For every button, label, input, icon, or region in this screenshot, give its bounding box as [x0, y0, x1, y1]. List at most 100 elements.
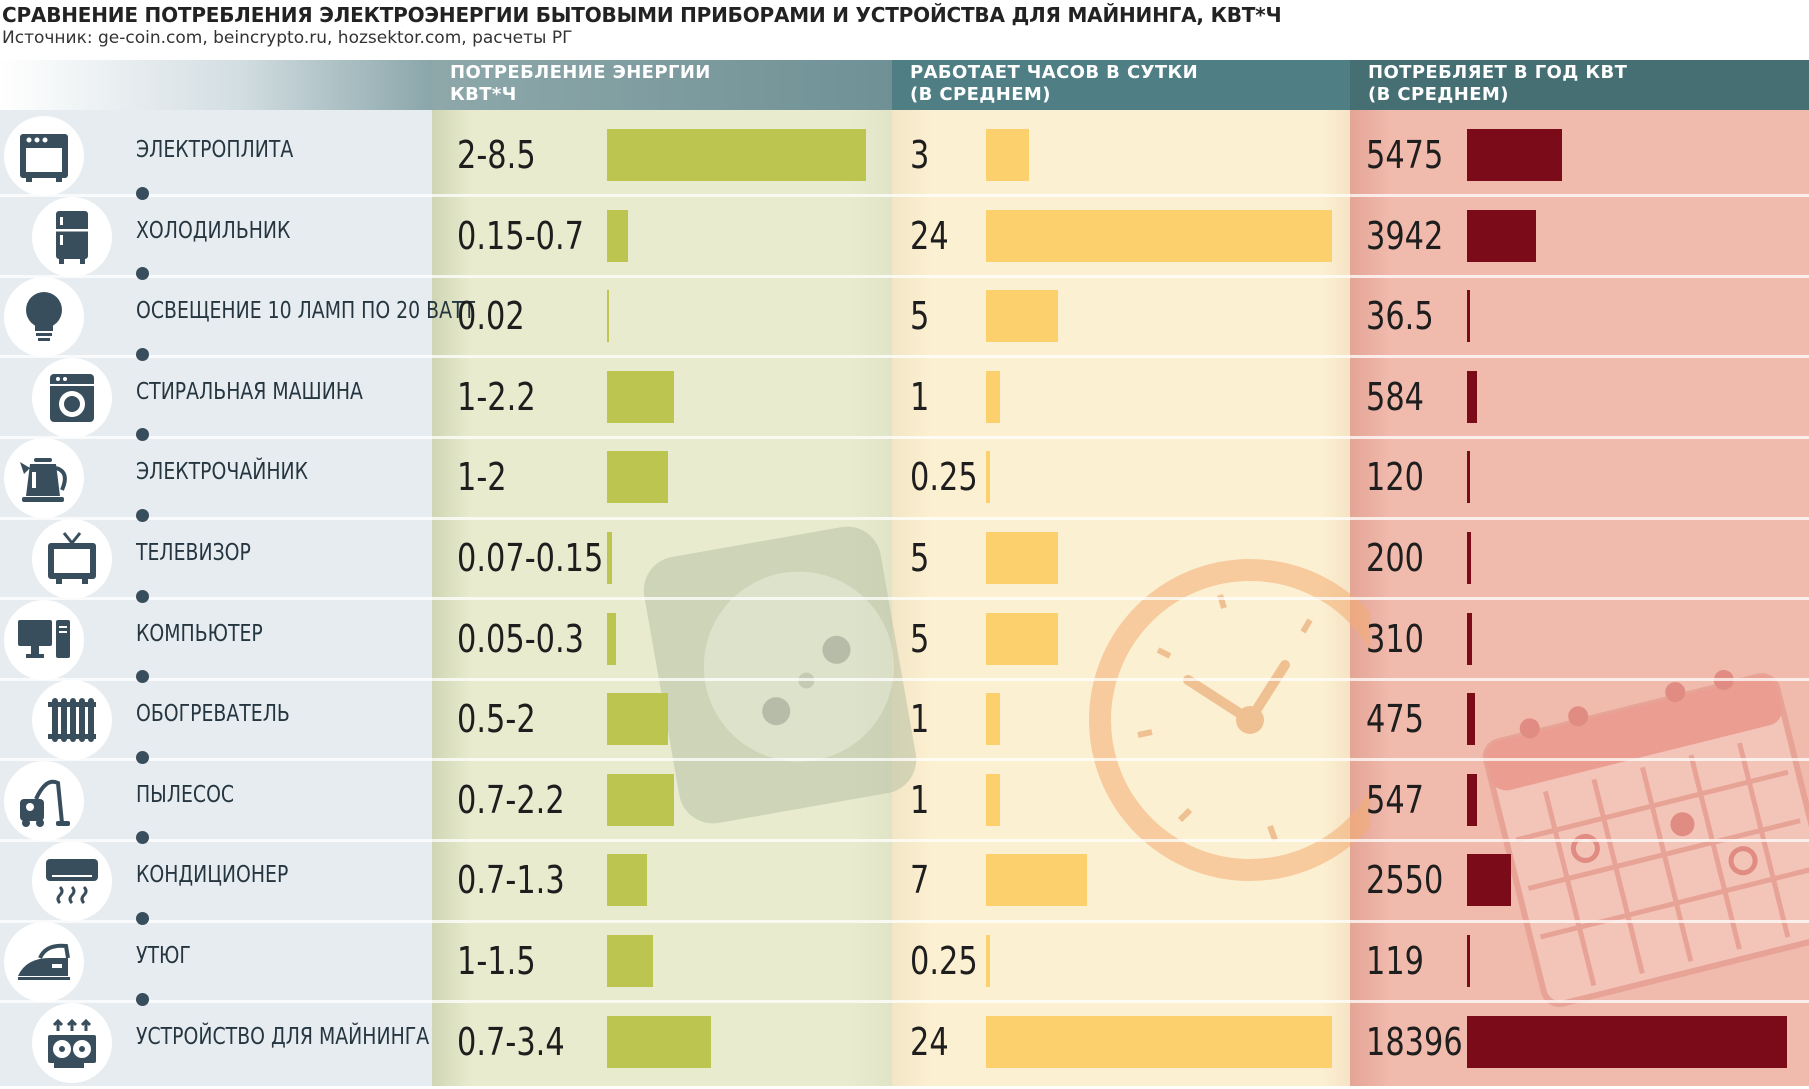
hours-value-label: 24 [910, 1019, 949, 1064]
year-bar-обогреватель [1467, 693, 1476, 746]
device-label: УСТРОЙСТВО ДЛЯ МАЙНИНГА [136, 1023, 430, 1050]
row-divider [0, 355, 1809, 359]
hours-value-label: 0.25 [910, 939, 978, 983]
icon-circle [4, 438, 84, 519]
header-year: ПОТРЕБЛЯЕТ В ГОД КВТ (В СРЕДНЕМ) [1350, 60, 1809, 110]
power-bar-компьютер [607, 612, 617, 665]
power-bar-утюг [607, 935, 653, 987]
hours-value-label: 3 [910, 133, 930, 177]
power-value-label: 1-2.2 [457, 374, 536, 419]
row-divider [0, 516, 1809, 520]
mining-rig-icon [48, 1018, 96, 1068]
power-value-label: 0.05-0.3 [457, 616, 585, 661]
chart-board: ПОТРЕБЛЕНИЕ ЭНЕРГИИ КВТ*Ч РАБОТАЕТ ЧАСОВ… [0, 60, 1809, 1086]
row-dot [136, 509, 149, 522]
row-dot [136, 428, 149, 442]
row-dot [136, 670, 149, 684]
row-dot [136, 267, 149, 281]
power-bar-устройство-для-майнинга [607, 1015, 711, 1068]
power-bar-электрочайник [607, 451, 668, 504]
hours-value-label: 5 [910, 294, 930, 339]
fridge-icon [56, 210, 88, 264]
device-label: ТЕЛЕВИЗОР [136, 540, 251, 566]
icon-circle [4, 277, 84, 358]
power-value-label: 1-2 [457, 455, 507, 500]
power-value-label: 0.7-1.3 [457, 858, 565, 903]
row-dot [136, 912, 149, 925]
hours-value-label: 0.25 [910, 455, 978, 500]
device-label: ПЫЛЕСОС [136, 781, 235, 808]
year-value-label: 2550 [1366, 858, 1444, 903]
hours-bar-холодильник [986, 209, 1332, 262]
row-divider [0, 838, 1809, 842]
hours-value-label: 5 [910, 536, 930, 580]
year-value-label: 36.5 [1366, 294, 1434, 339]
hours-bar-утюг [986, 935, 990, 987]
year-value-label: 475 [1366, 697, 1425, 742]
year-bar-кондиционер [1467, 854, 1512, 907]
row-divider [0, 274, 1809, 278]
year-bar-утюг [1467, 935, 1470, 987]
icon-circle [4, 599, 84, 680]
washing-machine-icon [50, 373, 94, 422]
lightbulb-icon [26, 292, 62, 342]
hours-bar-обогреватель [986, 693, 1001, 746]
socket-icon [643, 526, 917, 824]
header-hours-line1: РАБОТАЕТ ЧАСОВ В СУТКИ [910, 62, 1199, 83]
hours-value-label: 7 [910, 858, 930, 903]
hours-bar-кондиционер [986, 854, 1087, 907]
header-power-line2: КВТ*Ч [450, 84, 517, 105]
row-divider [0, 758, 1809, 762]
row-dot [136, 750, 149, 764]
header-power-line1: ПОТРЕБЛЕНИЕ ЭНЕРГИИ [450, 62, 711, 83]
power-value-label: 1-1.5 [457, 939, 536, 983]
device-label: УТЮГ [136, 943, 191, 969]
row-divider [0, 677, 1809, 681]
power-value-label: 0.5-2 [457, 697, 536, 742]
device-label: КОМПЬЮТЕР [136, 620, 263, 647]
year-value-label: 18396 [1366, 1019, 1463, 1064]
icon-circle [32, 1002, 112, 1083]
icon-circle [32, 519, 112, 599]
hours-bar-телевизор [986, 532, 1059, 584]
year-value-label: 3942 [1366, 213, 1444, 258]
icon-circle [4, 760, 84, 841]
header-hours: РАБОТАЕТ ЧАСОВ В СУТКИ (В СРЕДНЕМ) [892, 60, 1350, 110]
year-bar-стиральная-машина [1467, 370, 1478, 423]
year-bar-освещение-10-ламп-по-20-ватт [1467, 290, 1470, 343]
power-value-label: 0.07-0.15 [457, 536, 604, 580]
hours-value-label: 1 [910, 697, 930, 742]
icon-circle [32, 196, 112, 277]
clock-icon [1089, 559, 1370, 881]
row-dot [136, 186, 149, 200]
device-label: ЭЛЕКТРОПЛИТА [136, 137, 294, 163]
device-label: ОБОГРЕВАТЕЛЬ [136, 701, 290, 728]
row-divider [0, 919, 1809, 923]
year-bar-устройство-для-майнинга [1467, 1015, 1787, 1068]
row-dot [136, 589, 149, 603]
year-value-label: 547 [1366, 777, 1425, 822]
power-bar-электроплита [607, 129, 866, 181]
header-hours-line2: (В СРЕДНЕМ) [910, 84, 1051, 105]
icon-circle [4, 922, 84, 1002]
row-divider [0, 597, 1809, 601]
power-bar-стиральная-машина [607, 370, 674, 423]
hours-bar-устройство-для-майнинга [986, 1015, 1332, 1068]
chart-title: СРАВНЕНИЕ ПОТРЕБЛЕНИЯ ЭЛЕКТРОЭНЕРГИИ БЫТ… [2, 3, 1282, 27]
row-dot [136, 831, 149, 845]
row-divider [0, 435, 1809, 439]
power-value-label: 0.02 [457, 294, 525, 339]
hours-bar-освещение-10-ламп-по-20-ватт [986, 290, 1059, 343]
vacuum-icon [20, 779, 70, 827]
power-value-label: 0.7-2.2 [457, 777, 565, 822]
power-bar-телевизор [607, 532, 612, 584]
hours-bar-компьютер [986, 612, 1059, 665]
power-bar-обогреватель [607, 693, 668, 746]
hours-value-label: 1 [910, 374, 930, 419]
hours-value-label: 24 [910, 213, 949, 258]
chart-source: Источник: ge-coin.com, beincrypto.ru, ho… [2, 28, 573, 48]
device-label: ЭЛЕКТРОЧАЙНИК [136, 459, 309, 486]
year-bar-пылесос [1467, 773, 1477, 826]
heater-icon [48, 698, 96, 743]
device-label: ОСВЕЩЕНИЕ 10 ЛАМП ПО 20 ВАТТ [136, 298, 476, 325]
